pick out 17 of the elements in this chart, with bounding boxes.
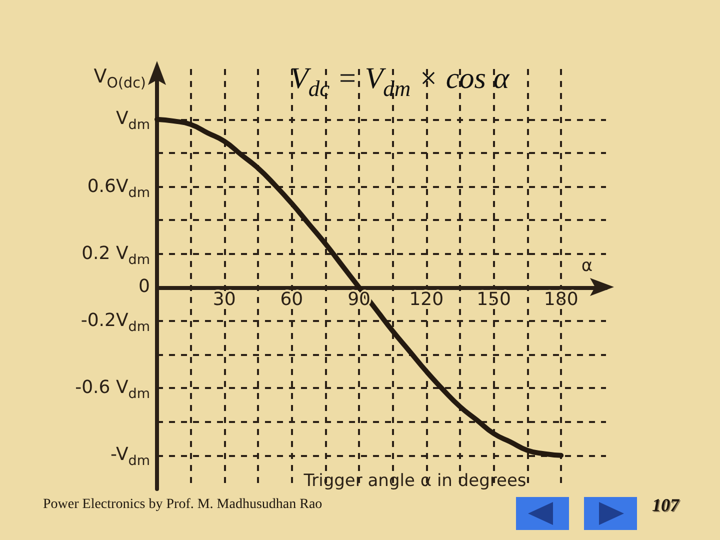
y-tick-label: 0.6V$_{dm}$ [87,176,150,200]
x-tick-label: 150 [476,289,511,310]
chart-title: V$_{dc}$ = V$_{dm}$ × cos α [290,62,510,101]
text: Power Electronics by Prof. M. Madhusudhan Rao [43,497,322,513]
y-tick-label: V$_{dm}$ [116,108,150,134]
x-tick-label: 60 [280,289,304,310]
text: 107 [652,495,679,516]
x-tick-label: 180 [544,289,578,310]
annotation: α [581,256,593,276]
x-tick-label: 120 [409,289,444,310]
y-tick-label: -0.6 V$_{dm}$ [75,377,150,402]
y-axis-title: V$_{O(dc)}$ [94,66,146,92]
y-tick-label: -0.2V$_{dm}$ [80,310,150,335]
x-tick-label: 30 [212,289,236,310]
y-tick-label: 0.2 V$_{dm}$ [82,242,150,268]
y-tick-label: 0 [138,276,150,298]
y-tick-label: -V$_{dm}$ [110,444,150,470]
